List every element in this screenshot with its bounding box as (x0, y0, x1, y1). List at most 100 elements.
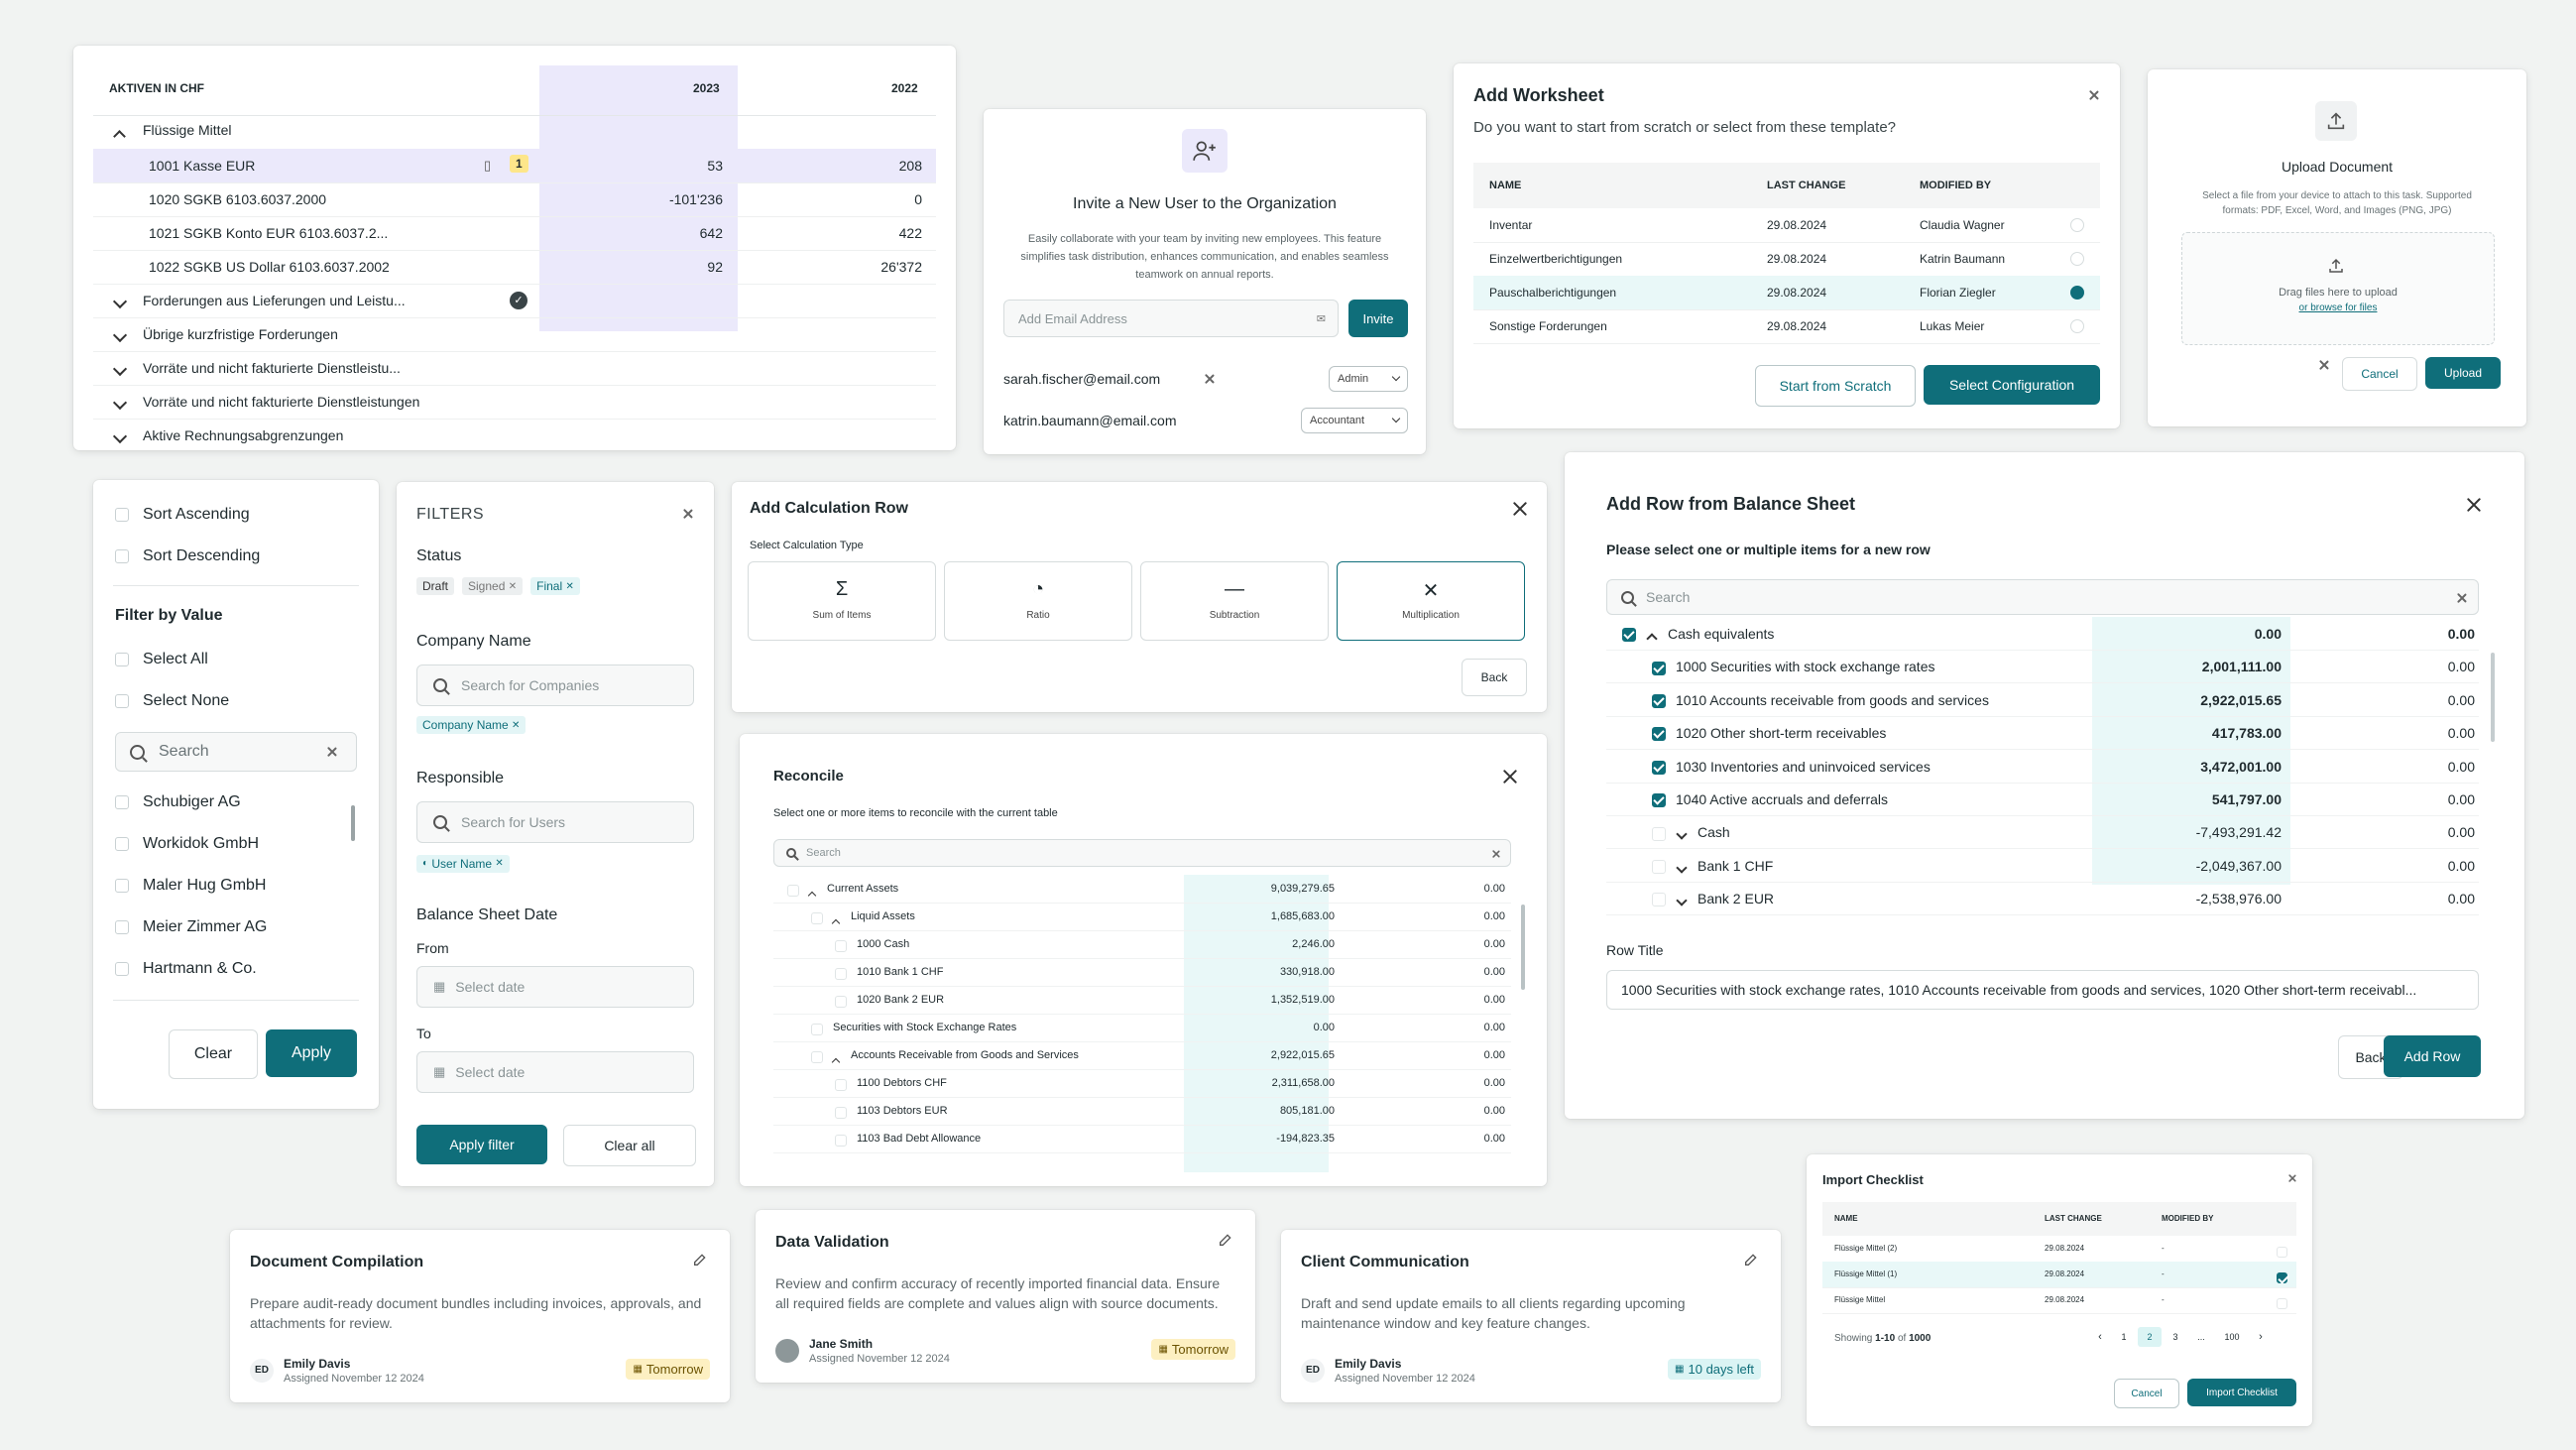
page-button[interactable]: 1 (2121, 1332, 2127, 1342)
row-checkbox[interactable] (811, 1048, 823, 1064)
value-search-input[interactable]: Search (115, 732, 357, 772)
close-icon[interactable] (2287, 1173, 2297, 1183)
chevron-down-icon[interactable] (112, 361, 128, 377)
status-chip-final[interactable]: Final ✕ (530, 577, 580, 595)
import-checkbox[interactable] (2277, 1269, 2287, 1284)
chevron-up-icon[interactable] (831, 1052, 841, 1068)
value-checkbox[interactable] (115, 835, 129, 852)
chevron-up-icon[interactable] (1646, 630, 1658, 646)
scrollbar-thumb[interactable] (1521, 905, 1525, 990)
row-checkbox[interactable] (835, 965, 847, 981)
apply-filter-button[interactable]: Apply filter (416, 1125, 547, 1164)
template-radio[interactable] (2070, 319, 2084, 336)
page-button[interactable]: 100 (2224, 1332, 2240, 1342)
select-configuration-button[interactable]: Select Configuration (1924, 365, 2100, 405)
import-row[interactable] (1822, 1262, 2296, 1288)
sort-ascending-label[interactable]: Sort Ascending (143, 506, 250, 523)
asset-row[interactable] (93, 216, 936, 251)
prev-page-icon[interactable]: ‹ (2098, 1331, 2102, 1343)
chevron-down-icon[interactable] (1676, 825, 1688, 841)
value-checkbox[interactable] (115, 918, 129, 935)
balance-row[interactable] (1606, 783, 2479, 816)
chevron-up-icon[interactable] (831, 913, 841, 929)
row-checkbox[interactable] (835, 993, 847, 1009)
balance-row[interactable] (1606, 683, 2479, 717)
edit-icon[interactable] (692, 1252, 708, 1270)
drop-zone[interactable]: Drag files here to upload or browse for … (2181, 232, 2495, 345)
value-checkbox[interactable] (115, 960, 129, 977)
asset-group-row[interactable] (93, 284, 936, 318)
scrollbar-thumb[interactable] (2491, 653, 2495, 742)
row-checkbox[interactable] (1652, 891, 1666, 907)
close-icon[interactable] (1501, 768, 1519, 785)
row-checkbox[interactable] (835, 1104, 847, 1120)
scrollbar-thumb[interactable] (351, 805, 355, 841)
chevron-down-icon[interactable] (112, 395, 128, 411)
reconcile-row[interactable] (773, 1097, 1511, 1126)
select-all-checkbox[interactable] (115, 651, 129, 667)
row-checkbox[interactable] (1652, 824, 1666, 841)
clear-all-button[interactable]: Clear all (563, 1125, 696, 1166)
to-date-input[interactable]: ▦ Select date (416, 1051, 694, 1093)
reconcile-row[interactable] (773, 986, 1511, 1015)
clear-button[interactable]: Clear (169, 1029, 258, 1079)
row-checkbox[interactable] (1652, 692, 1666, 709)
page-button[interactable]: 3 (2172, 1332, 2178, 1342)
template-row[interactable] (1473, 276, 2100, 310)
row-checkbox[interactable] (811, 909, 823, 925)
upload-button[interactable]: Upload (2425, 357, 2501, 389)
balance-search-input[interactable]: Search (1606, 579, 2479, 615)
email-input[interactable]: Add Email Address ✉ (1003, 300, 1339, 337)
row-checkbox[interactable] (835, 937, 847, 953)
asset-row[interactable] (93, 182, 936, 217)
row-checkbox[interactable] (1622, 626, 1636, 643)
select-none-checkbox[interactable] (115, 692, 129, 709)
import-row[interactable] (1822, 1287, 2296, 1314)
sort-ascending-checkbox[interactable] (115, 506, 129, 523)
asset-group-row[interactable] (93, 317, 936, 352)
responsible-search-input[interactable]: Search for Users (416, 801, 694, 843)
value-label[interactable]: Hartmann & Co. (143, 960, 257, 977)
back-button[interactable]: Back (1462, 659, 1527, 696)
reconcile-row[interactable] (773, 903, 1511, 931)
balance-row[interactable] (1606, 650, 2479, 684)
chevron-down-icon[interactable] (1676, 892, 1688, 907)
reconcile-search-input[interactable]: Search (773, 839, 1511, 867)
reconcile-row[interactable] (773, 930, 1511, 959)
balance-row[interactable] (1606, 849, 2479, 883)
role-select[interactable]: Accountant (1301, 408, 1408, 433)
balance-row[interactable] (1606, 716, 2479, 751)
company-chip[interactable]: Company Name ✕ (416, 716, 527, 734)
status-chip-signed[interactable]: Signed ✕ (462, 577, 524, 595)
import-checklist-button[interactable]: Import Checklist (2187, 1379, 2296, 1406)
from-date-input[interactable]: ▦ Select date (416, 966, 694, 1008)
remove-user-icon[interactable] (1204, 373, 1216, 385)
template-radio[interactable] (2070, 252, 2084, 269)
page-button[interactable]: ... (2197, 1332, 2205, 1342)
row-checkbox[interactable] (835, 1076, 847, 1092)
status-chip-draft[interactable]: Draft (416, 577, 455, 595)
balance-row[interactable] (1606, 815, 2479, 850)
task-card[interactable]: Document Compilation Prepare audit-ready … (230, 1230, 730, 1402)
template-radio[interactable] (2070, 218, 2084, 235)
reconcile-row[interactable] (773, 958, 1511, 987)
select-none-label[interactable]: Select None (143, 692, 230, 709)
asset-group-row[interactable] (93, 351, 936, 386)
reconcile-row[interactable] (773, 1069, 1511, 1098)
browse-link[interactable]: or browse for files (2298, 302, 2378, 313)
row-checkbox[interactable] (1652, 858, 1666, 875)
task-card[interactable]: Data Validation Review and confirm accura… (756, 1210, 1255, 1383)
row-checkbox[interactable] (1652, 725, 1666, 742)
cancel-button[interactable]: Cancel (2342, 357, 2417, 391)
chevron-down-icon[interactable] (112, 428, 128, 444)
template-row[interactable] (1473, 208, 2100, 243)
balance-row[interactable] (1606, 750, 2479, 784)
add-row-button[interactable]: Add Row (2384, 1035, 2481, 1077)
apply-button[interactable]: Apply (266, 1029, 357, 1077)
template-row[interactable] (1473, 309, 2100, 344)
row-checkbox[interactable] (787, 882, 799, 898)
sort-descending-checkbox[interactable] (115, 547, 129, 564)
row-checkbox[interactable] (811, 1021, 823, 1036)
value-label[interactable]: Schubiger AG (143, 793, 241, 810)
import-checkbox[interactable] (2277, 1243, 2287, 1259)
